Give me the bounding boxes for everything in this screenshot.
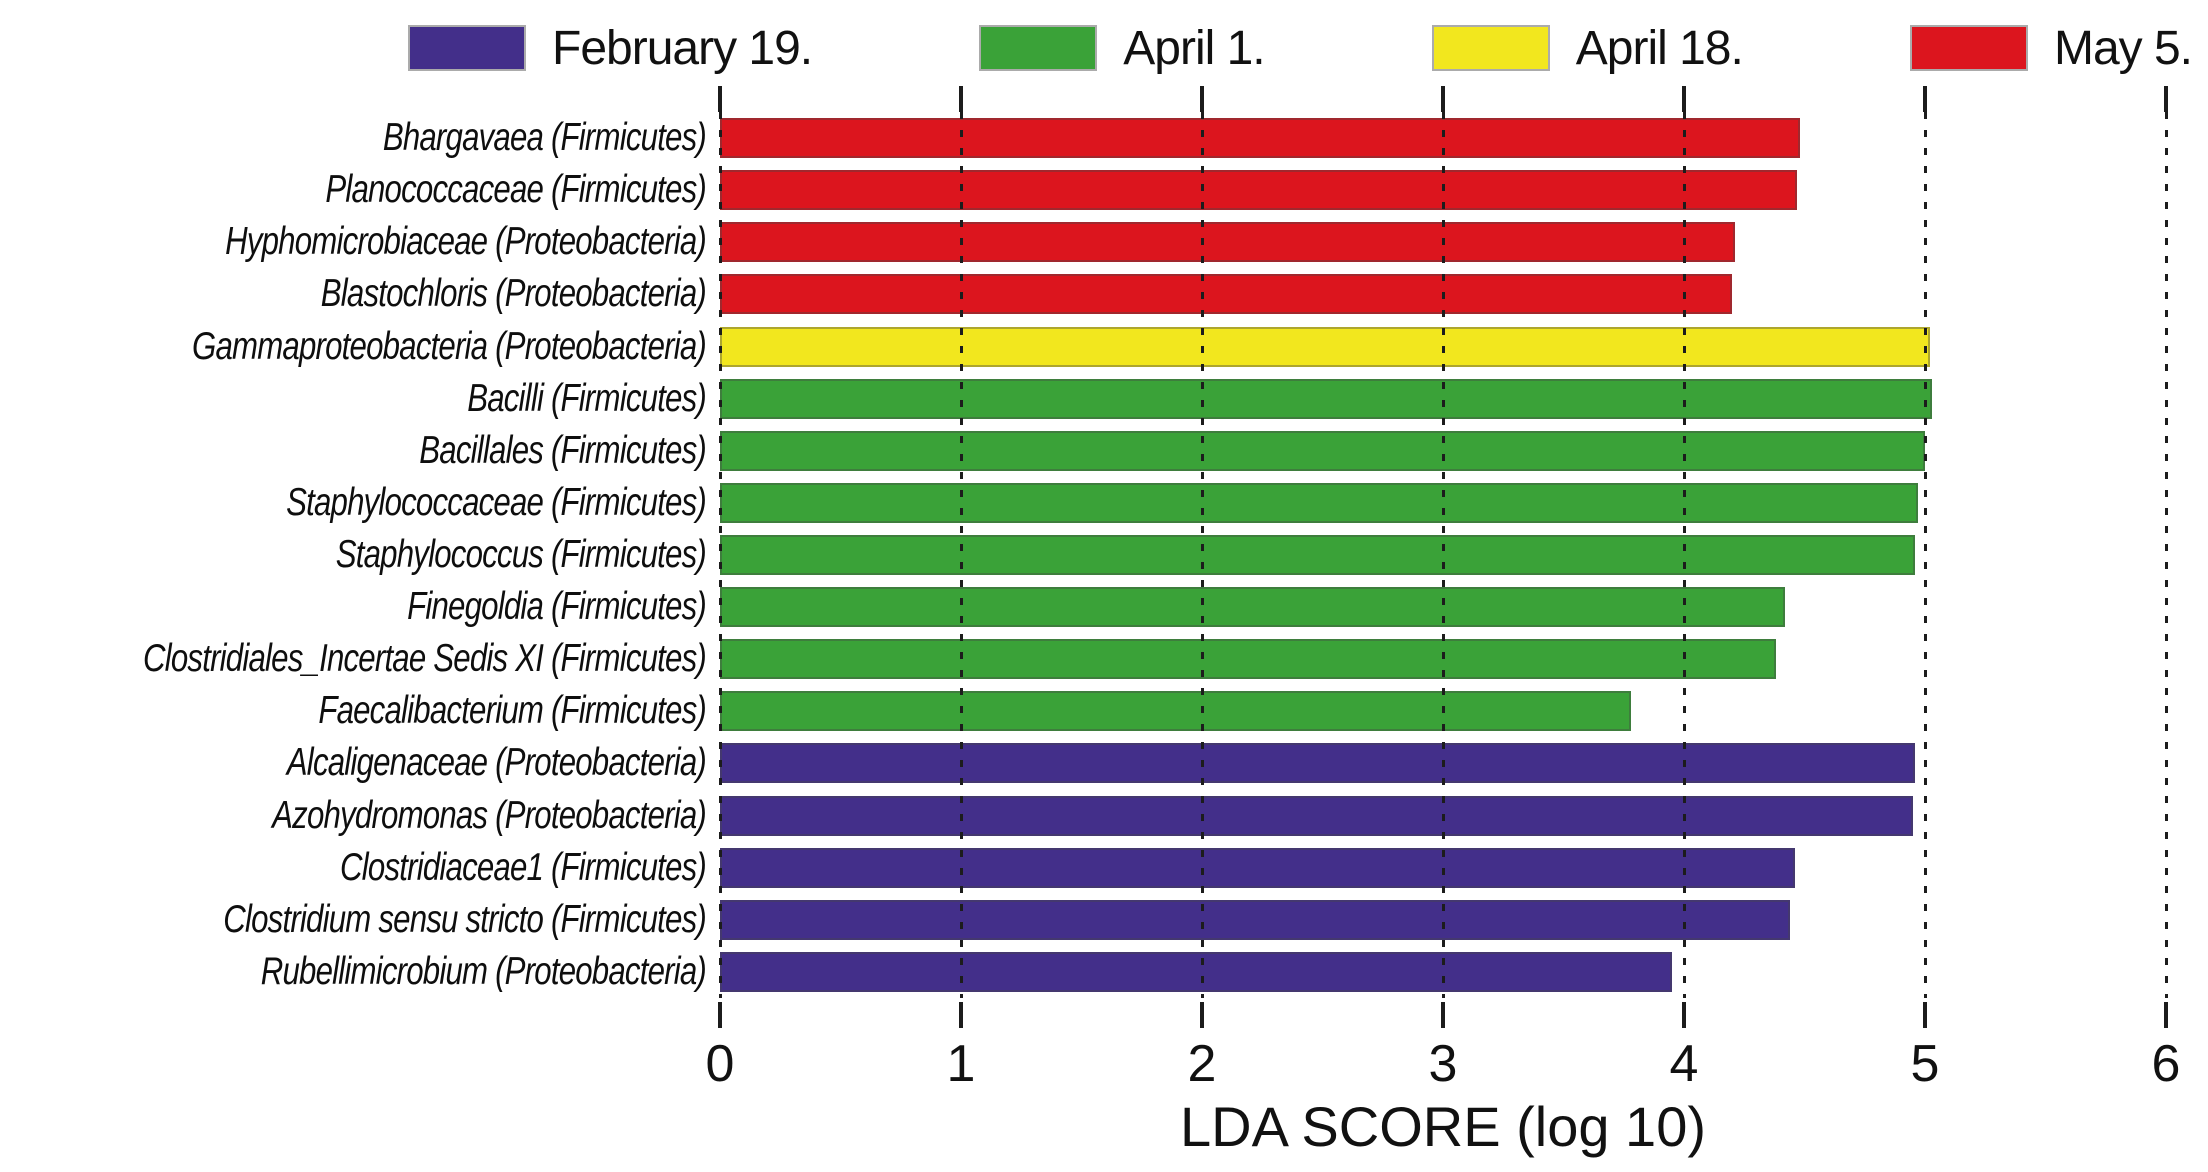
lda-bar xyxy=(720,795,1913,836)
x-tick-bottom xyxy=(1923,1002,1927,1028)
x-tick-label: 1 xyxy=(946,1035,976,1093)
taxon-label: Clostridium sensu stricto (Firmicutes) xyxy=(223,897,707,941)
taxon-label: Planococcaceae (Firmicutes) xyxy=(325,168,706,212)
x-tick-bottom xyxy=(959,1002,963,1028)
legend-swatch xyxy=(1909,25,2028,71)
legend-swatch xyxy=(408,25,526,71)
taxon-label: Rubellimicrobium (Proteobacteria) xyxy=(260,949,707,993)
x-tick-label: 0 xyxy=(705,1035,735,1093)
lda-bar xyxy=(720,430,1925,471)
taxon-label: Finegoldia (Firmicutes) xyxy=(407,585,707,629)
x-tick-label: 4 xyxy=(1669,1035,1699,1093)
taxon-label: Alcaligenaceae (Proteobacteria) xyxy=(286,741,707,785)
x-tick-top xyxy=(1441,86,1445,112)
x-tick-bottom xyxy=(718,1002,722,1028)
x-tick-bottom xyxy=(2164,1002,2168,1028)
x-tick-label: 2 xyxy=(1187,1035,1217,1093)
lda-bar xyxy=(720,170,1798,211)
lda-bar xyxy=(720,326,1930,367)
lda-bar xyxy=(720,482,1918,523)
taxon-label: Clostridiaceae1 (Firmicutes) xyxy=(340,845,707,889)
gridline xyxy=(959,112,963,998)
legend: February 19. April 1. April 18. May 5. xyxy=(408,12,2193,84)
taxon-label: Hyphomicrobiaceae (Proteobacteria) xyxy=(225,220,707,264)
lda-bar xyxy=(720,274,1733,315)
lda-bar xyxy=(720,743,1916,784)
x-tick-bottom xyxy=(1200,1002,1204,1028)
legend-item: April 1. xyxy=(979,21,1266,76)
taxon-label: Faecalibacterium (Firmicutes) xyxy=(318,689,706,733)
x-tick-top xyxy=(1200,86,1204,112)
legend-label: February 19. xyxy=(552,21,813,75)
x-axis-label: LDA SCORE (log 10) xyxy=(1180,1095,1706,1158)
lda-bar xyxy=(720,951,1672,992)
gridline xyxy=(718,112,722,998)
taxon-label: Gammaproteobacteria (Proteobacteria) xyxy=(192,324,707,368)
legend-label: April 18. xyxy=(1575,21,1744,75)
gridline xyxy=(1441,112,1445,998)
taxon-label: Azohydromonas (Proteobacteria) xyxy=(272,793,707,837)
x-tick-label: 3 xyxy=(1428,1035,1458,1093)
lda-bar xyxy=(720,587,1786,628)
gridline xyxy=(1682,112,1686,998)
lda-bar xyxy=(720,691,1631,732)
taxon-label: Bacillales (Firmicutes) xyxy=(419,428,707,472)
lda-bar xyxy=(720,847,1795,888)
legend-label: May 5. xyxy=(2053,21,2193,75)
legend-label: April 1. xyxy=(1123,21,1265,75)
taxon-label: Staphylococcaceae (Firmicutes) xyxy=(286,480,707,524)
x-tick-top xyxy=(718,86,722,112)
legend-swatch xyxy=(1431,25,1550,71)
x-tick-top xyxy=(1923,86,1927,112)
x-tick-top xyxy=(1682,86,1686,112)
gridline xyxy=(2164,112,2168,998)
taxon-label: Clostridiales_Incertae Sedis XI (Firmicu… xyxy=(143,637,707,681)
x-tick-bottom xyxy=(1441,1002,1445,1028)
x-tick-label: 6 xyxy=(2151,1035,2181,1093)
x-tick-bottom xyxy=(1682,1002,1686,1028)
lda-bar xyxy=(720,535,1916,575)
taxon-label: Bhargavaea (Firmicutes) xyxy=(382,116,707,160)
lda-bar xyxy=(720,222,1735,263)
lda-bar xyxy=(720,118,1800,159)
gridline xyxy=(1923,112,1927,998)
legend-item: April 18. xyxy=(1431,21,1744,76)
lda-bar xyxy=(720,639,1776,680)
legend-item: May 5. xyxy=(1909,21,2193,76)
legend-swatch xyxy=(979,25,1098,71)
taxon-label: Bacilli (Firmicutes) xyxy=(467,376,707,420)
x-tick-top xyxy=(959,86,963,112)
lda-bar xyxy=(720,378,1933,419)
taxon-label: Staphylococcus (Firmicutes) xyxy=(335,533,707,576)
taxon-label: Blastochloris (Proteobacteria) xyxy=(320,272,707,316)
x-tick-top xyxy=(2164,86,2168,112)
legend-item: February 19. xyxy=(408,21,813,76)
lda-bar xyxy=(720,899,1791,940)
x-tick-label: 5 xyxy=(1910,1035,1940,1093)
gridline xyxy=(1200,112,1204,998)
